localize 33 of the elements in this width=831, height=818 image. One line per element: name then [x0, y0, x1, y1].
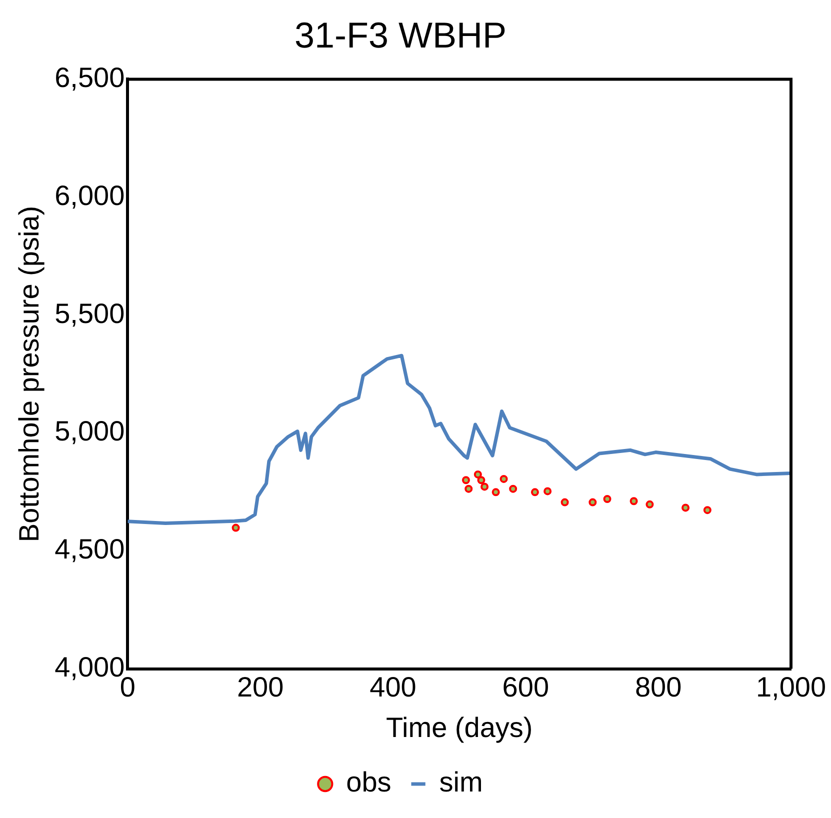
point	[530, 488, 539, 496]
point	[232, 524, 240, 532]
point	[477, 476, 486, 484]
point	[509, 484, 518, 493]
point	[630, 497, 638, 506]
x-axis-title: Time (days)	[386, 712, 533, 743]
point	[464, 484, 473, 493]
x-tick-label: 1,000	[756, 671, 826, 702]
point	[500, 474, 508, 483]
point	[703, 506, 712, 514]
chart-title: 31-F3 WBHP	[294, 14, 507, 56]
point	[492, 488, 500, 496]
point	[603, 494, 612, 503]
point	[682, 504, 690, 512]
point	[462, 476, 470, 484]
point	[588, 498, 597, 506]
point	[480, 482, 489, 491]
x-tick-label: 400	[370, 671, 416, 702]
point	[560, 498, 569, 506]
y-tick-label: 4,500	[54, 534, 125, 565]
point	[646, 500, 654, 508]
legend-label: sim	[439, 766, 483, 798]
legend-label: obs	[346, 766, 392, 798]
y-tick-label: 5,000	[54, 416, 125, 447]
x-tick-label: 200	[236, 671, 284, 702]
y-tick-label: 6,500	[54, 62, 125, 93]
x-tick-label: 800	[634, 671, 682, 702]
y-tick-label: 6,000	[54, 180, 125, 211]
x-tick-label: 600	[502, 671, 550, 702]
point	[474, 470, 482, 478]
y-axis-title: Bottomhole pressure (psia)	[14, 206, 45, 542]
y-tick-label: 5,500	[54, 298, 125, 329]
point	[544, 487, 552, 496]
